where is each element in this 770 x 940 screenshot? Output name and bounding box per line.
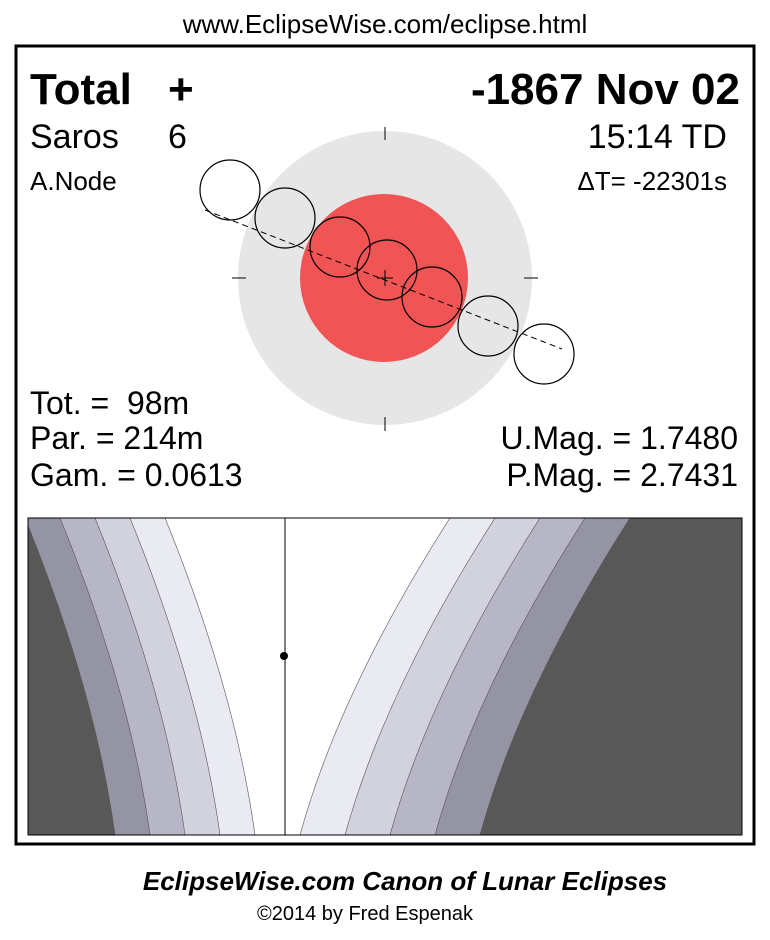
node: A.Node (30, 166, 117, 196)
saros: 6 (168, 118, 187, 156)
eclipse-date: -1867 Nov 02 (471, 65, 740, 114)
ticks (232, 127, 538, 431)
par: Par. = 214m (30, 420, 203, 456)
visibility-map (27, 517, 743, 836)
moon-path (204, 209, 563, 350)
url: www.EclipseWise.com/eclipse.html (182, 9, 588, 39)
gam: Gam. = 0.0613 (30, 457, 243, 493)
center-point (280, 652, 288, 660)
pmag: P.Mag. = 2.7431 (506, 457, 738, 493)
delta-t: ΔT= -22301s (577, 166, 727, 196)
umag: U.Mag. = 1.7480 (501, 420, 738, 456)
map-border (27, 517, 743, 836)
copyright: ©2014 by Fred Espenak (257, 903, 474, 925)
tot: Tot. = 98m (30, 385, 189, 421)
frame (14, 44, 756, 846)
time: 15:14 TD (588, 118, 727, 156)
saros-label: Saros (30, 118, 119, 156)
eclipse-symbol: + (168, 65, 194, 114)
eclipse-type: Total (30, 65, 132, 114)
moon-positions (199, 159, 575, 385)
footer-title: EclipseWise.com Canon of Lunar Eclipses (143, 866, 667, 896)
